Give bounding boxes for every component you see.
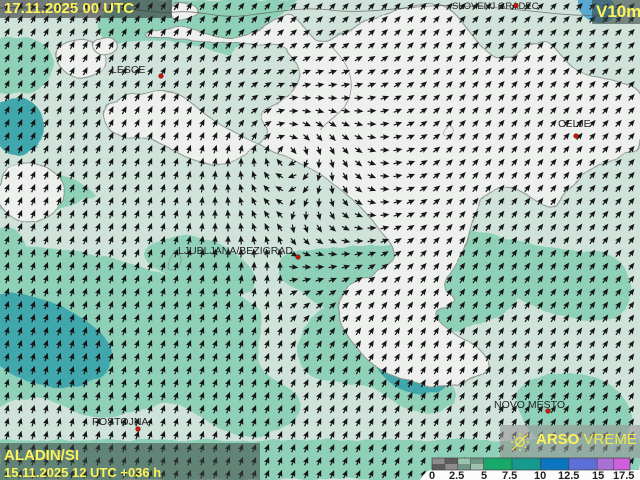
svg-text:LESCE: LESCE bbox=[111, 64, 145, 76]
svg-text:NOVO MESTO: NOVO MESTO bbox=[494, 399, 565, 411]
svg-text:POSTOJNA: POSTOJNA bbox=[92, 416, 148, 428]
svg-text:SLOVENJ GRADEC: SLOVENJ GRADEC bbox=[452, 1, 539, 12]
svg-text:CELJE: CELJE bbox=[558, 118, 591, 130]
svg-text:LJUBLJANA/BEZIGRAD: LJUBLJANA/BEZIGRAD bbox=[178, 245, 293, 257]
